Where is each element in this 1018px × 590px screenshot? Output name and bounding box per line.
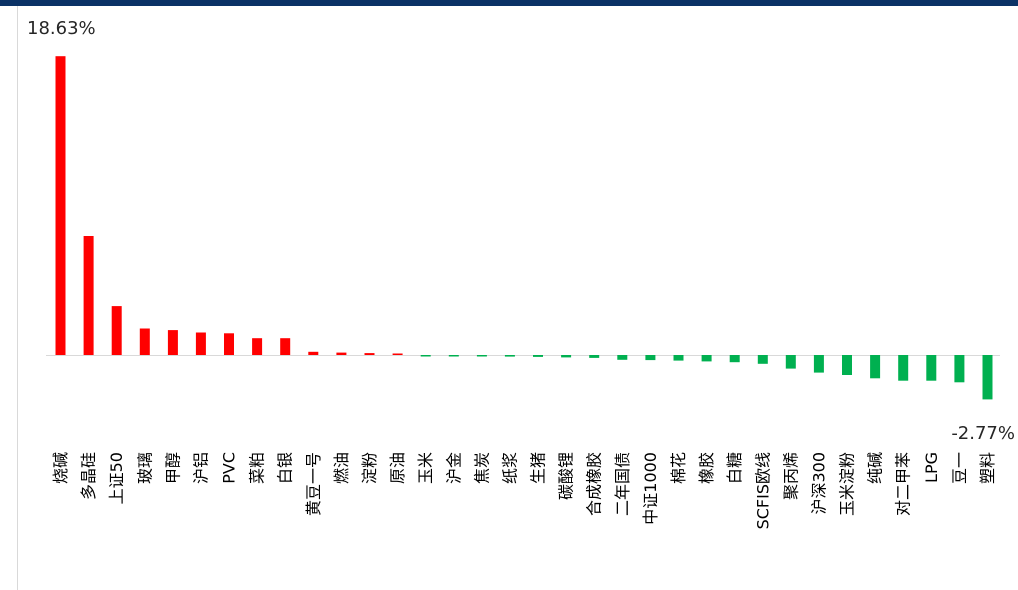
category-label-7: PVC (220, 452, 239, 484)
category-label-18: 生猪 (529, 452, 548, 484)
category-label-32: LPG (922, 452, 941, 483)
category-label-30: 纯碱 (866, 452, 885, 484)
category-label-22: 中证1000 (641, 452, 660, 525)
category-label-29: 玉米淀粉 (838, 452, 857, 516)
bar-12 (364, 353, 375, 355)
category-label-20: 合成橡胶 (585, 452, 604, 516)
category-label-31: 对二甲苯 (894, 452, 913, 516)
category-label-16: 焦炭 (472, 452, 491, 484)
category-label-12: 淀粉 (360, 452, 379, 484)
category-label-34: 塑料 (978, 452, 997, 484)
category-label-6: 沪铝 (191, 452, 210, 484)
bar-13 (392, 353, 403, 355)
category-label-4: 玻璃 (135, 452, 154, 484)
category-label-33: 豆一 (950, 452, 969, 484)
bar-26 (757, 355, 768, 364)
bar-25 (729, 355, 740, 363)
category-label-17: 纸浆 (500, 452, 519, 484)
category-label-15: 沪金 (444, 452, 463, 484)
bar-27 (785, 355, 796, 369)
bar-11 (336, 352, 347, 355)
category-label-23: 棉花 (669, 452, 688, 484)
bar-28 (813, 355, 824, 373)
category-label-1: 烧碱 (51, 452, 70, 484)
bar-29 (842, 355, 852, 375)
bar-16 (476, 355, 487, 357)
bar-17 (504, 355, 515, 357)
category-label-3: 上证50 (107, 452, 126, 504)
bar-30 (870, 355, 881, 379)
bar-6 (195, 332, 206, 355)
bar-1 (55, 56, 66, 355)
bar-21 (617, 355, 628, 360)
category-label-21: 二年国债 (613, 452, 632, 516)
category-label-9: 白银 (276, 452, 295, 484)
category-label-28: 沪深300 (809, 452, 828, 515)
min-value-label: -2.77% (951, 423, 1015, 444)
bar-9 (280, 338, 291, 355)
bar-7 (224, 333, 234, 355)
bar-34 (982, 355, 993, 400)
bar-32 (926, 355, 937, 381)
bar-20 (589, 355, 600, 358)
bar-2 (83, 236, 94, 355)
bar-15 (448, 355, 459, 357)
category-label-26: SCFIS欧线 (753, 452, 772, 529)
bar-19 (561, 355, 572, 358)
max-value-label: 18.63% (27, 18, 96, 39)
bar-3 (111, 306, 122, 355)
category-label-10: 黄豆一号 (304, 452, 323, 516)
category-label-5: 甲醇 (163, 452, 182, 484)
category-label-14: 玉米 (416, 452, 435, 484)
category-label-13: 原油 (388, 452, 407, 484)
bar-8 (252, 338, 263, 355)
category-label-19: 碳酸锂 (557, 452, 576, 500)
bar-14 (420, 355, 431, 357)
bar-10 (308, 351, 319, 355)
chart-left-border (17, 6, 18, 590)
category-label-24: 橡胶 (697, 452, 716, 484)
bar-5 (167, 330, 178, 355)
header-bar (0, 0, 1018, 6)
bar-24 (701, 355, 712, 362)
category-label-2: 多晶硅 (79, 452, 98, 500)
category-label-25: 白糖 (725, 452, 744, 484)
bar-23 (673, 355, 684, 361)
bar-33 (954, 355, 965, 383)
category-label-8: 菜粕 (248, 452, 267, 484)
bar-22 (645, 355, 656, 361)
bar-31 (898, 355, 909, 381)
category-labels-group: 烧碱 多晶硅 上证50 玻璃 甲醇 沪铝 PVC 菜粕 白银 黄豆一号 燃油 淀粉 原油 玉米 沪金 焦炭 纸浆… (51, 452, 997, 529)
bars-group (55, 56, 993, 400)
category-label-27: 聚丙烯 (781, 452, 800, 500)
category-label-11: 燃油 (332, 452, 351, 484)
bar-18 (533, 355, 543, 357)
bar-4 (139, 328, 150, 355)
